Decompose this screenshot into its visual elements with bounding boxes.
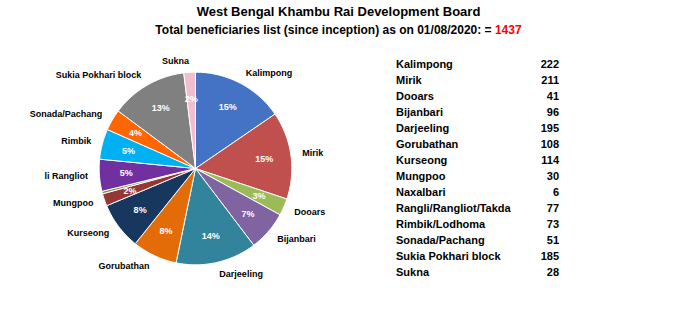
html-text:Sukna: Sukna	[396, 266, 429, 278]
html-text:Gorubathan: Gorubathan	[396, 138, 459, 150]
html-text:195: 195	[540, 122, 560, 134]
html-text:Kurseong: Kurseong	[396, 154, 448, 166]
svg-text:13%: 13%	[152, 103, 170, 113]
html-text:73: 73	[546, 218, 560, 230]
svg-text:8%: 8%	[134, 205, 147, 215]
svg-text:8%: 8%	[159, 226, 172, 236]
html-text:Rimbik/Lodhoma: Rimbik/Lodhoma	[396, 218, 486, 230]
svg-text:15%: 15%	[255, 154, 273, 164]
html-text:Naxalbari: Naxalbari	[396, 186, 446, 198]
html-text:51: 51	[546, 234, 560, 246]
svg-text:15%: 15%	[219, 102, 237, 112]
html-text:185: 185	[540, 250, 560, 262]
svg-text:Rimbik: Rimbik	[61, 136, 92, 146]
svg-text:2%: 2%	[123, 186, 136, 196]
svg-text:Kalimpong: Kalimpong	[246, 68, 293, 78]
svg-text:Darjeeling: Darjeeling	[219, 269, 263, 279]
html-text:108: 108	[540, 138, 560, 150]
html-text:77: 77	[546, 202, 560, 214]
svg-text:14%: 14%	[202, 231, 220, 241]
svg-text:li Rangliot: li Rangliot	[44, 171, 88, 181]
html-text:211: 211	[541, 74, 560, 86]
html-text:Darjeeling: Darjeeling	[396, 122, 450, 134]
html-text:West Bengal Khambu Rai Develop: West Bengal Khambu Rai Development Board	[196, 4, 481, 19]
html-text:Kalimpong: Kalimpong	[396, 58, 453, 70]
html-text:30: 30	[546, 170, 560, 182]
html-text:41: 41	[546, 90, 560, 102]
html-text:96: 96	[546, 106, 560, 118]
html-text:222: 222	[540, 58, 560, 70]
html-text:6: 6	[552, 186, 560, 198]
svg-text:Mungpoo: Mungpoo	[53, 198, 94, 208]
html-text:Dooars: Dooars	[396, 90, 434, 102]
html-text:Bijanbari: Bijanbari	[396, 106, 444, 118]
svg-text:Bijanbari: Bijanbari	[277, 234, 316, 244]
svg-text:5%: 5%	[122, 146, 135, 156]
html-text:Sukia Pokhari block: Sukia Pokhari block	[396, 250, 501, 262]
svg-text:Mirik: Mirik	[302, 148, 324, 158]
svg-text:3%: 3%	[253, 191, 266, 201]
html-text:114: 114	[541, 154, 560, 166]
svg-text:Gorubathan: Gorubathan	[99, 261, 150, 271]
svg-text:Sonada/Pachang: Sonada/Pachang	[30, 109, 103, 119]
svg-text:2%: 2%	[185, 94, 198, 104]
svg-text:7%: 7%	[242, 209, 255, 219]
html-text:Mungpoo: Mungpoo	[396, 170, 446, 182]
html-text:Rangli/Rangliot/Takda: Rangli/Rangliot/Takda	[396, 202, 511, 214]
svg-text:Sukna: Sukna	[162, 56, 190, 66]
svg-text:Sukia Pokhari block: Sukia Pokhari block	[56, 70, 143, 80]
svg-text:Kurseong: Kurseong	[67, 228, 109, 238]
html-text:Total beneficiaries list (sinc: Total beneficiaries list (since inceptio…	[155, 23, 522, 37]
html-text:28: 28	[546, 266, 560, 278]
svg-text:4%: 4%	[129, 128, 142, 138]
svg-text:Dooars: Dooars	[294, 207, 325, 217]
html-text:Sonada/Pachang: Sonada/Pachang	[396, 234, 485, 246]
html-text:Mirik: Mirik	[396, 74, 422, 86]
svg-text:5%: 5%	[120, 168, 133, 178]
